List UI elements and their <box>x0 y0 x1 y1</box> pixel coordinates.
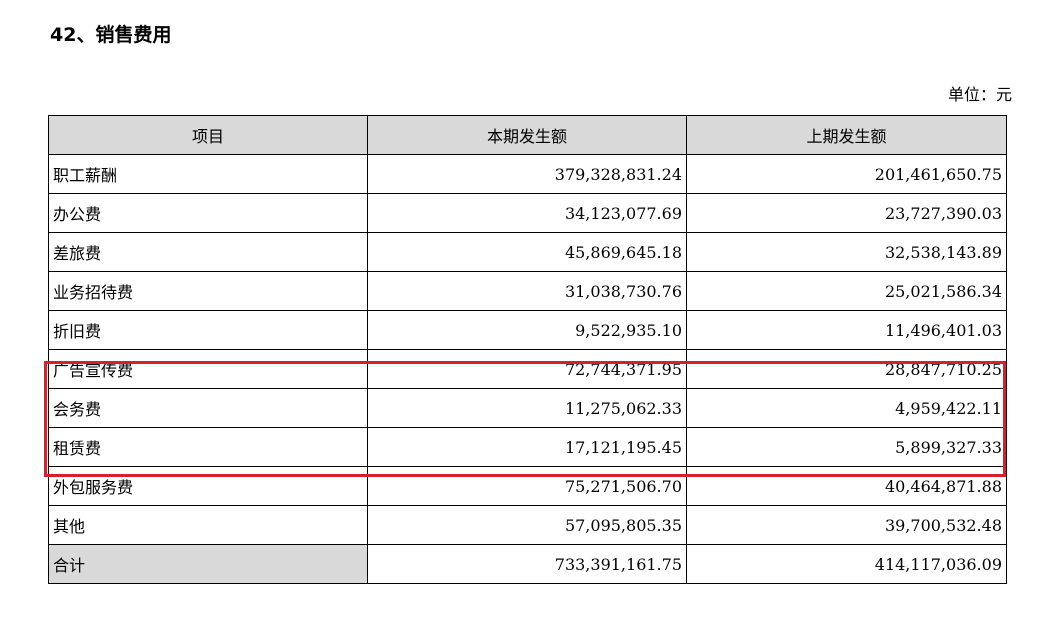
row-item: 外包服务费 <box>48 466 368 506</box>
row-item: 职工薪酬 <box>48 154 368 194</box>
row-current: 45,869,645.18 <box>367 232 687 272</box>
table-row: 办公费 34,123,077.69 23,727,390.03 <box>48 193 1007 233</box>
row-current: 31,038,730.76 <box>367 271 687 311</box>
row-item: 业务招待费 <box>48 271 368 311</box>
table-row: 业务招待费 31,038,730.76 25,021,586.34 <box>48 271 1007 311</box>
row-previous: 4,959,422.11 <box>686 388 1007 428</box>
total-current: 733,391,161.75 <box>367 544 687 584</box>
row-previous: 201,461,650.75 <box>686 154 1007 194</box>
row-item: 租赁费 <box>48 427 368 467</box>
row-item: 折旧费 <box>48 310 368 350</box>
row-previous: 39,700,532.48 <box>686 505 1007 545</box>
table-row: 广告宣传费 72,744,371.95 28,847,710.25 <box>48 349 1007 389</box>
header-current-period: 本期发生额 <box>367 115 687 155</box>
row-current: 17,121,195.45 <box>367 427 687 467</box>
row-current: 75,271,506.70 <box>367 466 687 506</box>
header-item: 项目 <box>48 115 368 155</box>
row-previous: 5,899,327.33 <box>686 427 1007 467</box>
table-row: 其他 57,095,805.35 39,700,532.48 <box>48 505 1007 545</box>
total-row: 合计 733,391,161.75 414,117,036.09 <box>48 544 1007 584</box>
row-previous: 11,496,401.03 <box>686 310 1007 350</box>
table-row: 会务费 11,275,062.33 4,959,422.11 <box>48 388 1007 428</box>
row-previous: 32,538,143.89 <box>686 232 1007 272</box>
row-current: 57,095,805.35 <box>367 505 687 545</box>
total-label: 合计 <box>48 544 368 584</box>
table-row: 职工薪酬 379,328,831.24 201,461,650.75 <box>48 154 1007 194</box>
row-current: 34,123,077.69 <box>367 193 687 233</box>
table-row: 租赁费 17,121,195.45 5,899,327.33 <box>48 427 1007 467</box>
row-current: 379,328,831.24 <box>367 154 687 194</box>
row-item: 广告宣传费 <box>48 349 368 389</box>
row-current: 72,744,371.95 <box>367 349 687 389</box>
row-item: 会务费 <box>48 388 368 428</box>
total-previous: 414,117,036.09 <box>686 544 1007 584</box>
row-current: 11,275,062.33 <box>367 388 687 428</box>
row-previous: 40,464,871.88 <box>686 466 1007 506</box>
row-current: 9,522,935.10 <box>367 310 687 350</box>
table-row: 差旅费 45,869,645.18 32,538,143.89 <box>48 232 1007 272</box>
row-previous: 23,727,390.03 <box>686 193 1007 233</box>
header-previous-period: 上期发生额 <box>686 115 1007 155</box>
row-previous: 25,021,586.34 <box>686 271 1007 311</box>
row-item: 办公费 <box>48 193 368 233</box>
section-title: 42、销售费用 <box>50 24 172 46</box>
table-row: 折旧费 9,522,935.10 11,496,401.03 <box>48 310 1007 350</box>
row-item: 差旅费 <box>48 232 368 272</box>
unit-label: 单位：元 <box>947 85 1012 104</box>
row-previous: 28,847,710.25 <box>686 349 1007 389</box>
table-header-row: 项目 本期发生额 上期发生额 <box>48 115 1007 155</box>
row-item: 其他 <box>48 505 368 545</box>
table-row: 外包服务费 75,271,506.70 40,464,871.88 <box>48 466 1007 506</box>
sales-expense-table: 项目 本期发生额 上期发生额 职工薪酬 379,328,831.24 201,4… <box>48 115 1007 584</box>
